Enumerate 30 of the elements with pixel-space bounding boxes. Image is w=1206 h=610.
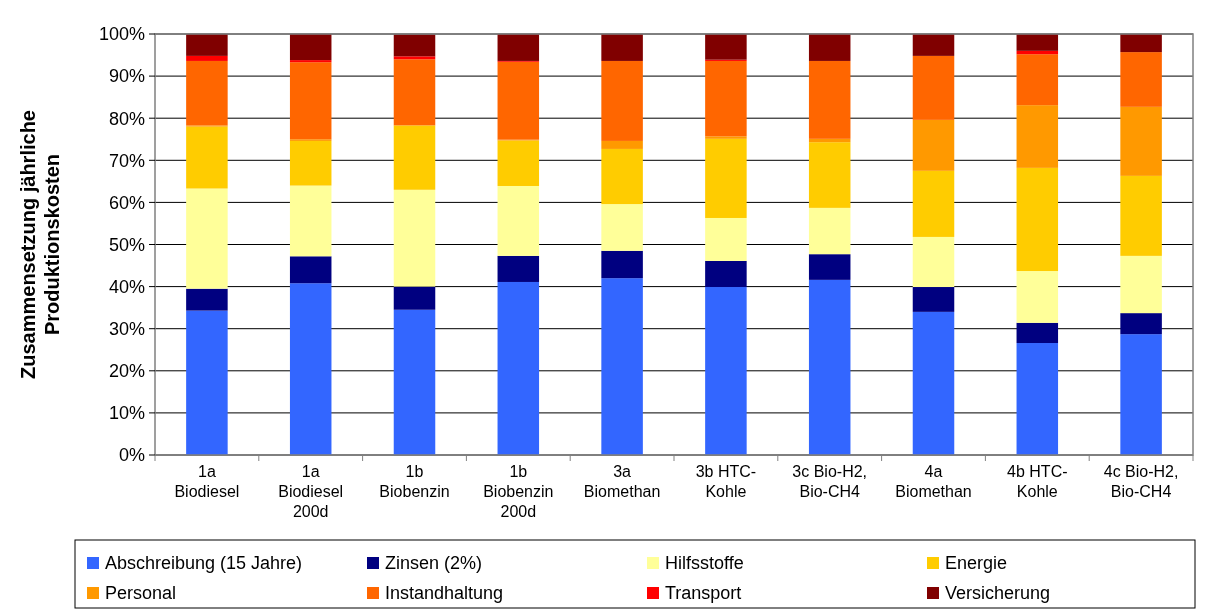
- y-tick-label: 60%: [108, 192, 145, 213]
- y-tick-label: 90%: [108, 66, 145, 87]
- x-tick-label: 3b HTC- Kohle: [695, 463, 757, 500]
- legend-label: Hilfsstoffe: [665, 553, 744, 574]
- x-tick-label: 1a Biodiesel: [174, 463, 240, 500]
- x-tick-label: 1b Biobenzin: [379, 463, 450, 500]
- legend-label: Personal: [105, 583, 177, 604]
- legend-label: Abschreibung (15 Jahre): [105, 553, 303, 574]
- x-tick-label: 4c Bio-H2, Bio-CH4: [1103, 463, 1179, 500]
- x-tick-label: 1a Biodiesel 200d: [278, 463, 344, 520]
- y-tick-label: 100%: [98, 24, 145, 45]
- x-tick-label: 4b HTC- Kohle: [1007, 463, 1068, 500]
- x-tick-label: 3c Bio-H2, Bio-CH4: [792, 463, 868, 500]
- y-tick-label: 10%: [108, 403, 145, 424]
- legend-label: Instandhaltung: [385, 583, 504, 604]
- y-tick-label: 20%: [108, 361, 145, 382]
- legend-label: Zinsen (2%): [385, 553, 483, 574]
- legend-label: Energie: [945, 553, 1008, 574]
- legend-label: Transport: [665, 583, 742, 604]
- y-tick-label: 30%: [108, 319, 145, 339]
- y-axis-title: Zusammensetzung jährliche Produktionskosten: [17, 110, 63, 379]
- y-tick-label: 0%: [118, 445, 145, 466]
- x-tick-label: 4a Biomethan: [895, 463, 972, 500]
- y-tick-label: 40%: [108, 276, 145, 297]
- legend-label: Versicherung: [945, 583, 1051, 604]
- y-tick-label: 70%: [108, 150, 145, 171]
- x-tick-label: 1b Biobenzin 200d: [483, 463, 554, 520]
- y-tick-label: 80%: [108, 108, 145, 129]
- y-tick-label: 50%: [108, 234, 145, 255]
- x-tick-label: 3a Biomethan: [583, 463, 661, 500]
